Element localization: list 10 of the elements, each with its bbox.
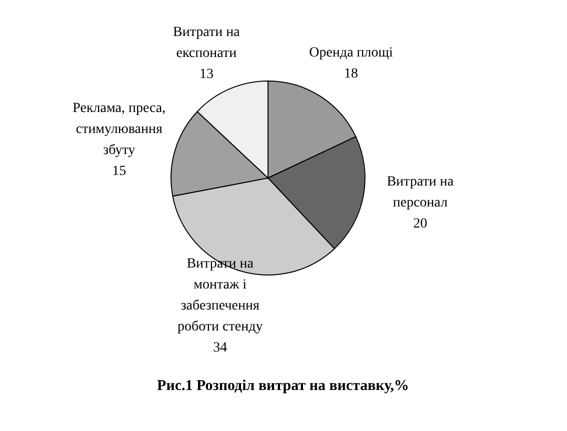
- slice-label: Витрати на персонал: [386, 174, 454, 211]
- data-label: 13: [199, 67, 214, 82]
- text: Рис.1 Розподіл витрат на виставку,%: [157, 378, 409, 394]
- data-label: 15: [112, 164, 126, 180]
- data-label: 20: [413, 216, 428, 232]
- slice-label: Реклама, преса, стимулювання збуту: [72, 101, 166, 158]
- slice-label: Оренда площі: [309, 46, 394, 61]
- data-label: 18: [344, 66, 358, 82]
- data-label: 34: [213, 340, 228, 356]
- slice-label: Витрати на експонати: [173, 25, 241, 62]
